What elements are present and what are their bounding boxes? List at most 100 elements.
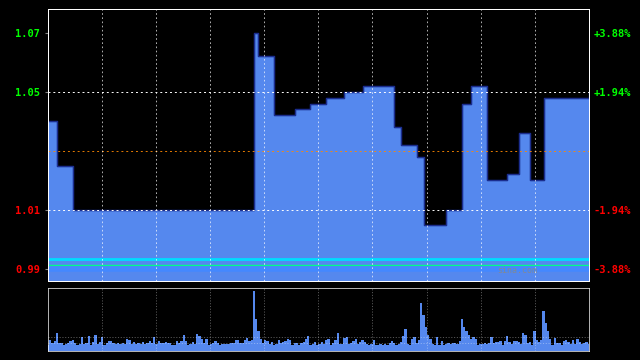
Bar	[538, 342, 540, 351]
Bar	[420, 303, 422, 351]
Bar	[300, 342, 303, 351]
Bar	[187, 345, 189, 351]
Bar	[561, 345, 563, 351]
Bar	[219, 345, 221, 351]
Bar	[497, 342, 499, 351]
Bar	[371, 344, 372, 351]
Bar	[434, 345, 436, 351]
Bar	[298, 345, 300, 351]
Bar	[461, 319, 463, 351]
Bar	[499, 341, 502, 351]
Text: sina.com: sina.com	[497, 266, 538, 275]
Bar	[110, 342, 113, 351]
Bar	[588, 344, 590, 351]
Bar	[353, 341, 355, 351]
Bar	[237, 340, 239, 351]
Bar	[545, 323, 547, 351]
Bar	[381, 345, 384, 351]
Bar	[239, 343, 241, 351]
Bar	[328, 339, 330, 351]
Bar	[359, 342, 362, 351]
Bar	[388, 343, 391, 351]
Bar	[157, 341, 160, 351]
Bar	[552, 345, 554, 351]
Bar	[153, 337, 156, 351]
Bar	[520, 345, 522, 351]
Bar	[56, 333, 58, 351]
Bar	[169, 343, 172, 351]
Bar	[72, 340, 74, 351]
Bar	[357, 345, 359, 351]
Bar	[115, 344, 117, 351]
Bar	[396, 345, 397, 351]
Bar	[402, 336, 404, 351]
Bar	[452, 343, 454, 351]
Bar	[282, 342, 284, 351]
Bar	[355, 339, 357, 351]
Bar	[275, 343, 278, 351]
Bar	[468, 335, 470, 351]
Bar	[321, 342, 323, 351]
Bar	[131, 344, 133, 351]
Bar	[124, 343, 126, 351]
Bar	[133, 342, 135, 351]
Bar	[375, 345, 377, 351]
Bar	[470, 339, 472, 351]
Bar	[565, 339, 567, 351]
Bar	[287, 339, 289, 351]
Bar	[228, 345, 230, 351]
Bar	[411, 339, 413, 351]
Bar	[296, 343, 298, 351]
Bar	[445, 343, 447, 351]
Bar	[309, 345, 312, 351]
Bar	[54, 341, 56, 351]
Bar	[397, 344, 400, 351]
Bar	[508, 342, 511, 351]
Bar	[88, 337, 90, 351]
Bar	[422, 315, 425, 351]
Bar	[436, 337, 438, 351]
Bar	[94, 336, 97, 351]
Bar	[278, 339, 280, 351]
Bar	[194, 344, 196, 351]
Bar	[140, 343, 142, 351]
Bar	[106, 343, 108, 351]
Bar	[339, 344, 341, 351]
Bar	[556, 343, 558, 351]
Bar	[303, 342, 305, 351]
Bar	[81, 337, 83, 351]
Bar	[126, 339, 129, 351]
Bar	[164, 342, 167, 351]
Bar	[60, 343, 63, 351]
Bar	[135, 344, 138, 351]
Bar	[289, 341, 291, 351]
Bar	[176, 341, 178, 351]
Bar	[185, 341, 187, 351]
Bar	[291, 345, 294, 351]
Bar	[586, 342, 588, 351]
Bar	[189, 344, 192, 351]
Bar	[348, 344, 350, 351]
Bar	[172, 345, 173, 351]
Bar	[250, 340, 253, 351]
Bar	[486, 344, 488, 351]
Bar	[456, 344, 459, 351]
Bar	[524, 335, 527, 351]
Bar	[372, 340, 375, 351]
Bar	[547, 331, 549, 351]
Bar	[113, 343, 115, 351]
Bar	[178, 343, 180, 351]
Bar	[387, 345, 388, 351]
Bar	[362, 340, 364, 351]
Bar	[572, 340, 574, 351]
Bar	[477, 345, 479, 351]
Bar	[518, 342, 520, 351]
Bar	[431, 344, 434, 351]
Bar	[203, 343, 205, 351]
Bar	[79, 344, 81, 351]
Bar	[192, 342, 194, 351]
Bar	[346, 337, 348, 351]
Bar	[337, 333, 339, 351]
Bar	[416, 343, 418, 351]
Bar	[51, 343, 54, 351]
